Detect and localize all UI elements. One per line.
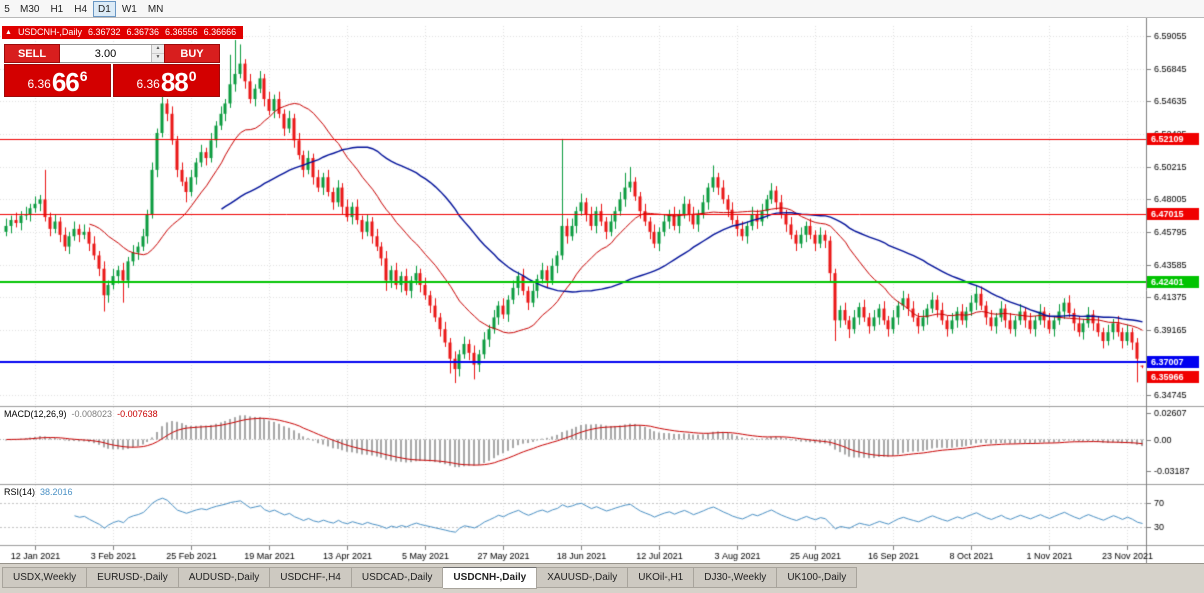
rsi-value: 38.2016 xyxy=(40,487,73,497)
timeframe-h4-button[interactable]: H4 xyxy=(74,3,88,15)
chart-window: ▲ USDCNH-,Daily 6.36732 6.36736 6.36556 … xyxy=(0,18,1204,563)
one-click-collapse-icon[interactable]: ▲ xyxy=(5,29,12,36)
tab-ukoil-h1[interactable]: UKOil-,H1 xyxy=(628,567,695,588)
timeframe-m30-button[interactable]: M30 xyxy=(20,3,40,15)
buy-price-pip: 0 xyxy=(188,68,197,84)
rsi-indicator-label: RSI(14) 38.2016 xyxy=(4,487,73,497)
timeframe-m5-button[interactable]: 5 xyxy=(4,3,10,15)
buy-price-display[interactable]: 6.36 88 0 xyxy=(113,64,220,97)
volume-increase-button[interactable]: ▲ xyxy=(152,45,164,54)
chart-ohlc-header: ▲ USDCNH-,Daily 6.36732 6.36736 6.36556 … xyxy=(2,26,244,39)
chart-tabs-bar: USDX,Weekly EURUSD-,Daily AUDUSD-,Daily … xyxy=(0,563,1204,593)
buy-button[interactable]: BUY xyxy=(164,44,220,63)
one-click-trading-panel: SELL ▲ ▼ BUY 6.36 66 6 6.36 xyxy=(4,44,220,97)
macd-main-value: -0.008023 xyxy=(71,409,113,419)
ohlc-low: 6.36556 xyxy=(165,27,198,37)
tab-usdcad-daily[interactable]: USDCAD-,Daily xyxy=(351,567,444,588)
timeframe-w1-button[interactable]: W1 xyxy=(121,3,137,15)
volume-stepper: ▲ ▼ xyxy=(151,45,164,62)
sell-price-main: 66 xyxy=(51,67,80,97)
ohlc-high: 6.36736 xyxy=(126,27,160,37)
volume-field: ▲ ▼ xyxy=(60,44,164,63)
timeframe-h1-button[interactable]: H1 xyxy=(50,3,64,15)
timeframe-mn-button[interactable]: MN xyxy=(147,3,164,15)
tab-usdx-weekly[interactable]: USDX,Weekly xyxy=(2,567,88,588)
buy-price-main: 88 xyxy=(160,67,189,97)
sell-price-base: 6.36 xyxy=(27,77,51,91)
chart-symbol-label: USDCNH-,Daily xyxy=(17,27,82,37)
tab-eurusd-daily[interactable]: EURUSD-,Daily xyxy=(87,567,179,588)
rsi-name: RSI(14) xyxy=(4,487,36,497)
volume-decrease-button[interactable]: ▼ xyxy=(152,54,164,62)
sell-button[interactable]: SELL xyxy=(4,44,60,63)
tab-audusd-daily[interactable]: AUDUSD-,Daily xyxy=(178,567,271,588)
timeframe-d1-button[interactable]: D1 xyxy=(93,0,116,17)
timeframe-toolbar: 5 M30 H1 H4 D1 W1 MN xyxy=(0,0,1204,18)
buy-price-base: 6.36 xyxy=(136,77,160,91)
ohlc-close: 6.36666 xyxy=(203,27,237,37)
ohlc-open: 6.36732 xyxy=(87,27,121,37)
tab-dj30-weekly[interactable]: DJ30-,Weekly xyxy=(694,567,778,588)
macd-signal-value: -0.007638 xyxy=(117,409,158,419)
volume-input[interactable] xyxy=(60,45,151,62)
macd-indicator-label: MACD(12,26,9) -0.008023 -0.007638 xyxy=(4,409,158,419)
tab-xauusd-daily[interactable]: XAUUSD-,Daily xyxy=(537,567,629,588)
sell-price-display[interactable]: 6.36 66 6 xyxy=(4,64,111,97)
macd-name: MACD(12,26,9) xyxy=(4,409,67,419)
tab-uk100-daily[interactable]: UK100-,Daily xyxy=(777,567,858,588)
sell-price-pip: 6 xyxy=(79,68,88,84)
price-chart-canvas[interactable] xyxy=(0,18,1204,563)
tab-usdchf-h4[interactable]: USDCHF-,H4 xyxy=(270,567,352,588)
tab-usdcnh-daily[interactable]: USDCNH-,Daily xyxy=(443,567,538,589)
